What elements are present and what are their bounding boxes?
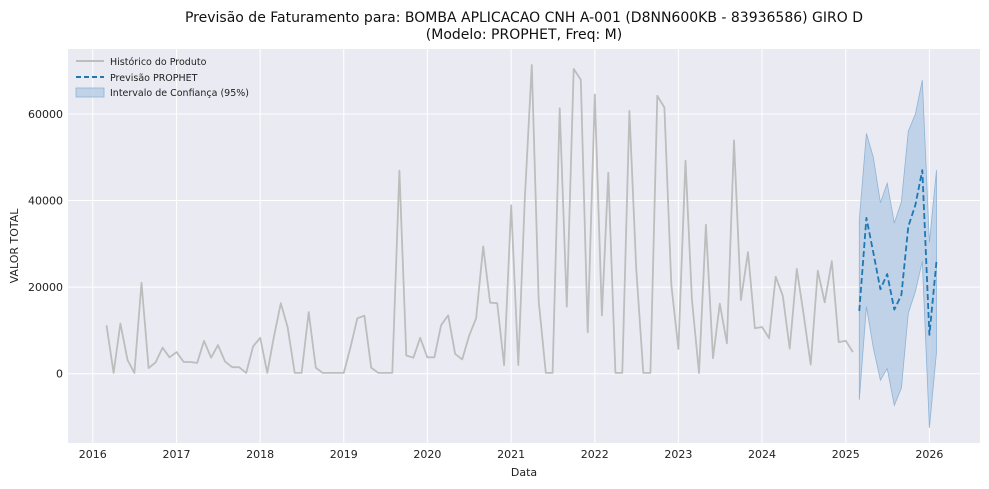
legend-band-label: Intervalo de Confiança (95%) bbox=[110, 88, 249, 99]
x-tick-label: 2021 bbox=[497, 448, 525, 461]
forecast-series-line bbox=[858, 169, 938, 336]
x-tick-label: 2019 bbox=[330, 448, 358, 461]
y-tick-label: 40000 bbox=[28, 195, 63, 208]
legend-band-swatch bbox=[75, 87, 105, 98]
y-tick-label: 20000 bbox=[28, 281, 63, 294]
y-tick-label: 0 bbox=[56, 368, 63, 381]
x-tick-label: 2024 bbox=[748, 448, 776, 461]
history-series-line bbox=[105, 64, 854, 374]
legend: Histórico do Produto Previsão PROPHET In… bbox=[75, 57, 249, 99]
chart-title: Previsão de Faturamento para: BOMBA APLI… bbox=[185, 10, 863, 26]
x-tick-label: 2022 bbox=[581, 448, 609, 461]
x-tick-label: 2018 bbox=[246, 448, 274, 461]
x-tick-label: 2025 bbox=[832, 448, 860, 461]
legend-forecast-label: Previsão PROPHET bbox=[110, 73, 198, 84]
history-layer bbox=[105, 64, 854, 374]
y-tick-label: 60000 bbox=[28, 108, 63, 121]
y-axis-ticks: 0 20000 40000 60000 bbox=[28, 108, 63, 381]
plot-area bbox=[68, 49, 980, 443]
x-tick-label: 2020 bbox=[413, 448, 441, 461]
x-axis-label: Data bbox=[511, 466, 537, 479]
legend-history-label: Histórico do Produto bbox=[110, 57, 207, 68]
x-tick-label: 2026 bbox=[915, 448, 943, 461]
chart-subtitle: (Modelo: PROPHET, Freq: M) bbox=[426, 27, 622, 43]
forecast-layer bbox=[858, 169, 938, 336]
confidence-band-layer bbox=[858, 80, 937, 428]
y-axis-label: VALOR TOTAL bbox=[8, 208, 21, 284]
x-tick-label: 2017 bbox=[163, 448, 191, 461]
confidence-band bbox=[858, 80, 937, 428]
x-tick-label: 2016 bbox=[79, 448, 107, 461]
x-axis-ticks: 2016 2017 2018 2019 2020 2021 2022 2023 2024 2025… bbox=[79, 448, 944, 461]
x-tick-label: 2023 bbox=[664, 448, 692, 461]
